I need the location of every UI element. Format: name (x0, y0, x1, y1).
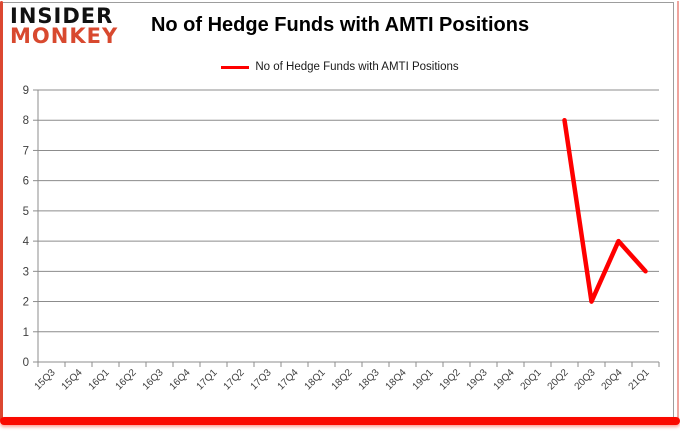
x-axis-label: 16Q1 (87, 367, 112, 392)
logo-line2: MONKEY (10, 23, 119, 48)
x-axis-label: 19Q4 (492, 367, 517, 392)
frame-bottom-border (0, 417, 680, 425)
y-axis-label: 0 (23, 357, 29, 369)
y-axis-label: 1 (23, 327, 29, 339)
x-axis-label: 19Q3 (465, 367, 490, 392)
y-axis-label: 6 (23, 176, 29, 188)
frame-left-border (0, 1, 3, 421)
legend-label: No of Hedge Funds with AMTI Positions (255, 61, 459, 73)
frame-right-border (677, 1, 679, 421)
x-axis-label: 17Q1 (195, 367, 220, 392)
y-axis-label: 9 (23, 85, 29, 97)
y-axis-label: 7 (23, 145, 29, 157)
x-axis-label: 18Q3 (357, 367, 382, 392)
legend-line-swatch (221, 65, 250, 69)
x-axis-label: 20Q3 (573, 367, 598, 392)
x-axis-label: 17Q2 (222, 367, 247, 392)
x-axis-label: 19Q2 (438, 367, 463, 392)
insider-monkey-logo: INSIDER MONKEY (10, 4, 119, 48)
x-axis-label: 18Q4 (384, 367, 409, 392)
x-axis-label: 20Q1 (519, 367, 544, 392)
x-axis-label: 20Q2 (546, 367, 571, 392)
chart-title: No of Hedge Funds with AMTI Positions (150, 14, 530, 36)
y-axis-label: 5 (23, 206, 29, 218)
x-axis-label: 16Q4 (168, 367, 193, 392)
legend: No of Hedge Funds with AMTI Positions (0, 61, 680, 73)
x-axis-label: 16Q2 (114, 367, 139, 392)
y-axis-label: 2 (23, 297, 29, 309)
x-axis-label: 16Q3 (141, 367, 166, 392)
x-axis-label: 21Q1 (627, 367, 652, 392)
y-axis-label: 8 (23, 115, 29, 127)
chart-card (3, 2, 674, 417)
x-axis-label: 19Q1 (411, 367, 436, 392)
logo-line1: INSIDER (10, 4, 114, 28)
x-axis-label: 17Q4 (276, 367, 301, 392)
x-axis-label: 18Q1 (303, 367, 328, 392)
data-line (562, 117, 648, 304)
x-axis-label: 17Q3 (249, 367, 274, 392)
y-axis-label: 4 (23, 236, 30, 248)
y-axis-label: 3 (23, 266, 29, 278)
x-axis-label: 20Q4 (600, 367, 625, 392)
x-axis-label: 18Q2 (330, 367, 355, 392)
x-axis-label: 15Q4 (60, 367, 85, 392)
x-axis-label: 15Q3 (33, 367, 58, 392)
